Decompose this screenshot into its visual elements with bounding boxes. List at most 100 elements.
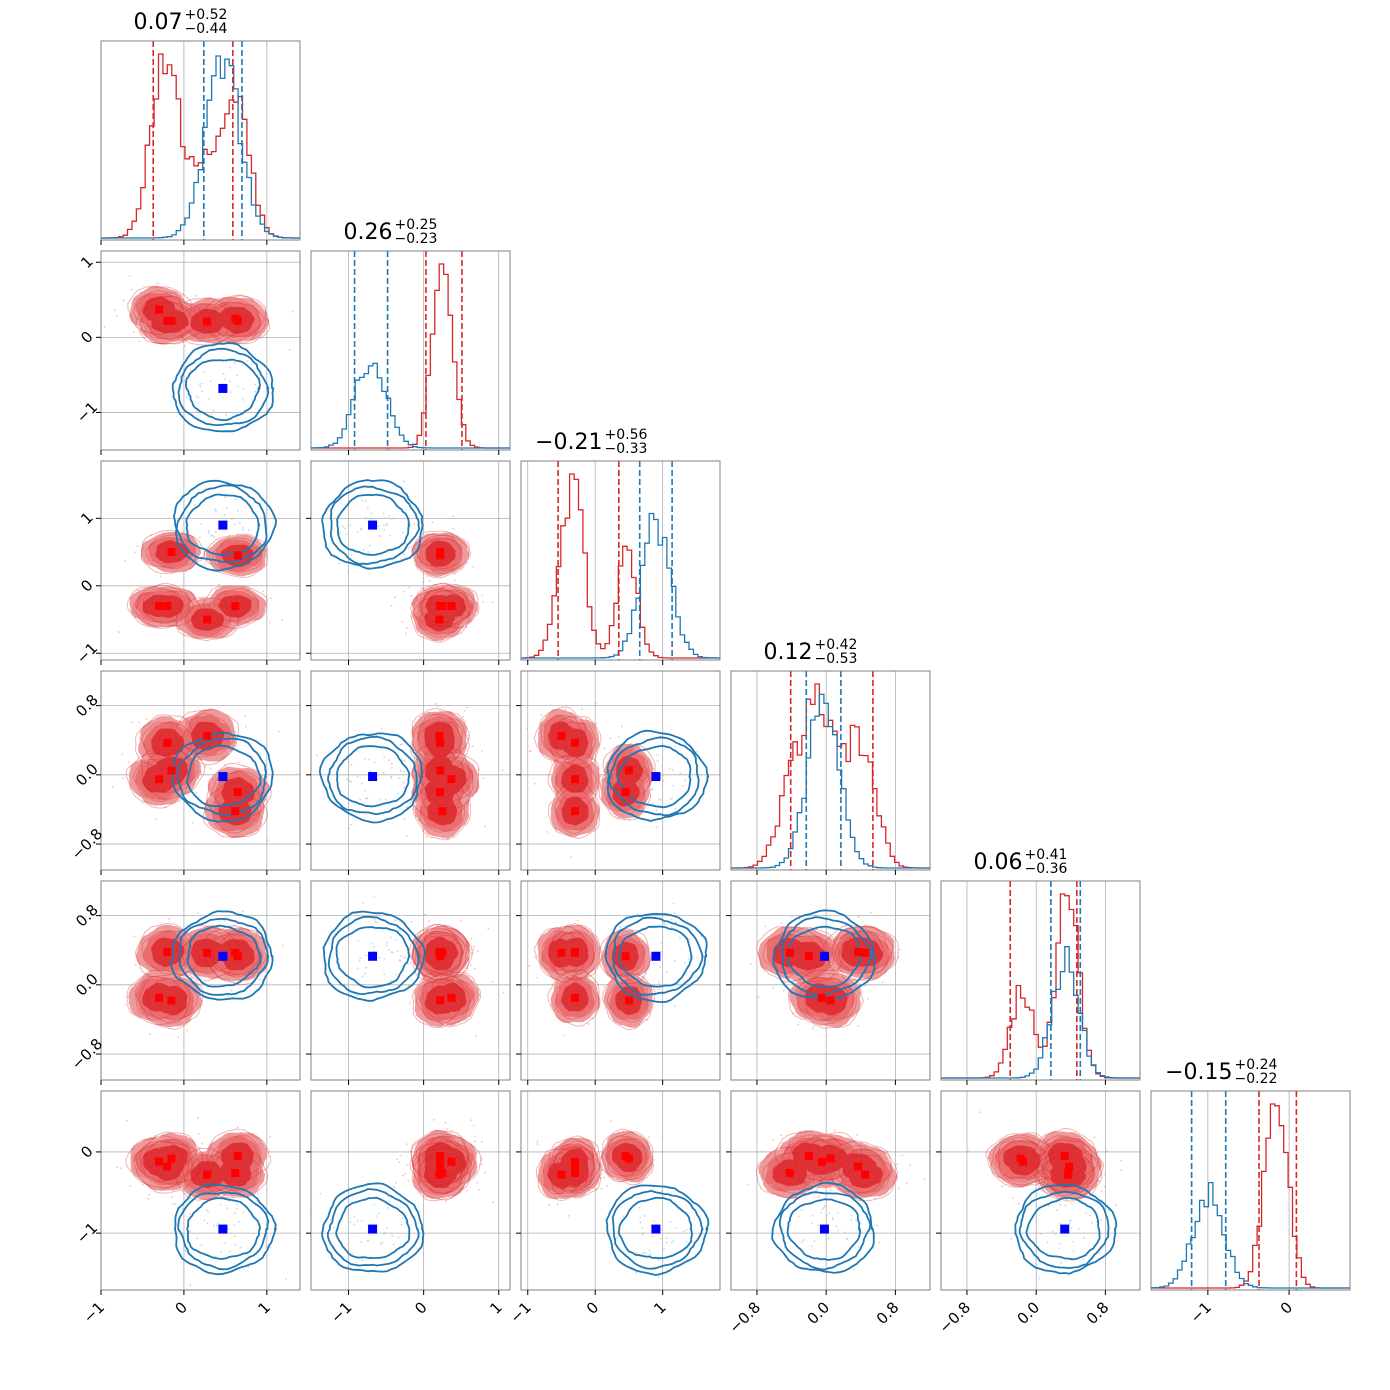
sample-point-red (141, 1183, 144, 1186)
sample-point-red (474, 967, 476, 970)
sample-point-blue (213, 1224, 215, 1227)
sample-point-blue (388, 1201, 391, 1204)
sample-point-red (1120, 1159, 1123, 1162)
sample-point-blue (195, 410, 198, 413)
sample-point-blue (329, 1219, 332, 1221)
sample-point-blue (1071, 1202, 1073, 1205)
contour-line-red (139, 295, 205, 345)
x-tick-label: 1 (650, 1298, 669, 1317)
sample-point-blue (322, 797, 325, 800)
x-tick-label: 0.8 (873, 1298, 903, 1328)
sample-point-blue (670, 1241, 673, 1244)
sample-point-red (655, 809, 658, 812)
contour-line-red (139, 1131, 204, 1185)
sample-point-red (567, 1214, 570, 1217)
panel-2-0: −1 0 1 (73, 460, 301, 667)
sample-point-red (127, 760, 130, 763)
sample-point-blue (846, 1238, 849, 1241)
sample-point-red (454, 579, 456, 582)
sample-point-blue (402, 531, 404, 534)
sample-point-blue (385, 941, 388, 944)
sample-point-blue (669, 798, 672, 800)
sample-point-blue (394, 939, 397, 941)
sample-point-red (149, 1033, 151, 1036)
x-tick-label: 0 (1277, 1298, 1296, 1317)
sample-point-red (585, 717, 587, 720)
contour-line-red (541, 930, 583, 975)
sample-point-red (420, 587, 423, 589)
sample-point-blue (226, 507, 228, 510)
mode-marker-red (438, 602, 447, 611)
mode-marker-red (167, 766, 176, 775)
sample-point-blue (365, 966, 368, 969)
contour-line-red (774, 1130, 843, 1184)
mode-marker-red (163, 738, 172, 747)
sample-point-blue (401, 1216, 404, 1219)
sample-point-blue (237, 510, 239, 512)
sample-point-blue (350, 554, 353, 557)
mode-marker-red (817, 1157, 826, 1166)
sample-point-blue (409, 771, 412, 774)
mode-marker-red (557, 731, 566, 740)
sample-point-blue (356, 531, 359, 534)
panel-title-minus: −0.53 (815, 651, 858, 667)
sample-point-blue (664, 923, 667, 926)
sample-point-red (394, 596, 396, 599)
sample-point-red (477, 768, 480, 771)
sample-point-blue (203, 1219, 206, 1222)
mode-marker-red (155, 602, 164, 611)
sample-point-blue (198, 383, 201, 386)
contour-line-red (415, 1135, 463, 1178)
sample-point-blue (678, 936, 681, 939)
contour-line-red (555, 756, 597, 802)
panel-title-plus: +0.41 (1025, 847, 1068, 863)
sample-point-blue (359, 798, 362, 801)
sample-point-red (155, 818, 158, 821)
sample-point-red (857, 1024, 860, 1027)
sample-point-red (268, 621, 271, 624)
sample-point-red (411, 808, 414, 811)
mode-marker-red (436, 766, 445, 775)
contour-line-blue (186, 1197, 261, 1260)
contour-line-red (410, 583, 470, 628)
sample-point-red (184, 345, 187, 347)
contour-line-red (181, 930, 232, 975)
contour-line-blue (321, 1182, 425, 1273)
sample-point-blue (385, 522, 388, 525)
sample-point-red (600, 1177, 603, 1179)
sample-point-blue (199, 536, 201, 539)
mode-marker-red (570, 738, 579, 747)
sample-point-blue (227, 754, 230, 757)
contour-line-red (421, 970, 482, 1028)
contour-line-red (555, 975, 597, 1020)
sample-point-blue (850, 1218, 853, 1221)
contour-line-red (605, 1135, 647, 1177)
contour-line-red (410, 1129, 469, 1183)
mode-marker-red (163, 947, 172, 956)
sample-point-blue (360, 1219, 363, 1222)
contour-line-red (755, 1146, 823, 1200)
sample-point-red (1098, 1180, 1101, 1183)
contour-line-blue (605, 1184, 710, 1277)
sample-point-blue (258, 978, 261, 981)
contour-line-red (824, 925, 893, 982)
sample-point-blue (1051, 1230, 1054, 1233)
contour-line-red (175, 597, 240, 642)
sample-point-blue (1010, 1237, 1013, 1240)
mode-marker-red (785, 1169, 794, 1178)
sample-point-red (400, 1154, 403, 1157)
mode-marker-red (570, 1157, 579, 1166)
contour-line-red (548, 924, 601, 982)
sample-point-blue (652, 1220, 655, 1222)
panel-1-0: −1 0 1 (73, 250, 301, 455)
sample-point-red (764, 925, 767, 928)
sample-point-blue (811, 1222, 814, 1225)
sample-point-blue (364, 789, 366, 792)
x-tick-label: 0 (583, 1298, 602, 1317)
sample-point-blue (269, 1246, 272, 1249)
sample-point-blue (224, 496, 227, 499)
sample-point-red (401, 1174, 404, 1177)
sample-point-blue (643, 977, 645, 980)
sample-point-blue (622, 1215, 625, 1218)
sample-point-red (431, 521, 434, 524)
